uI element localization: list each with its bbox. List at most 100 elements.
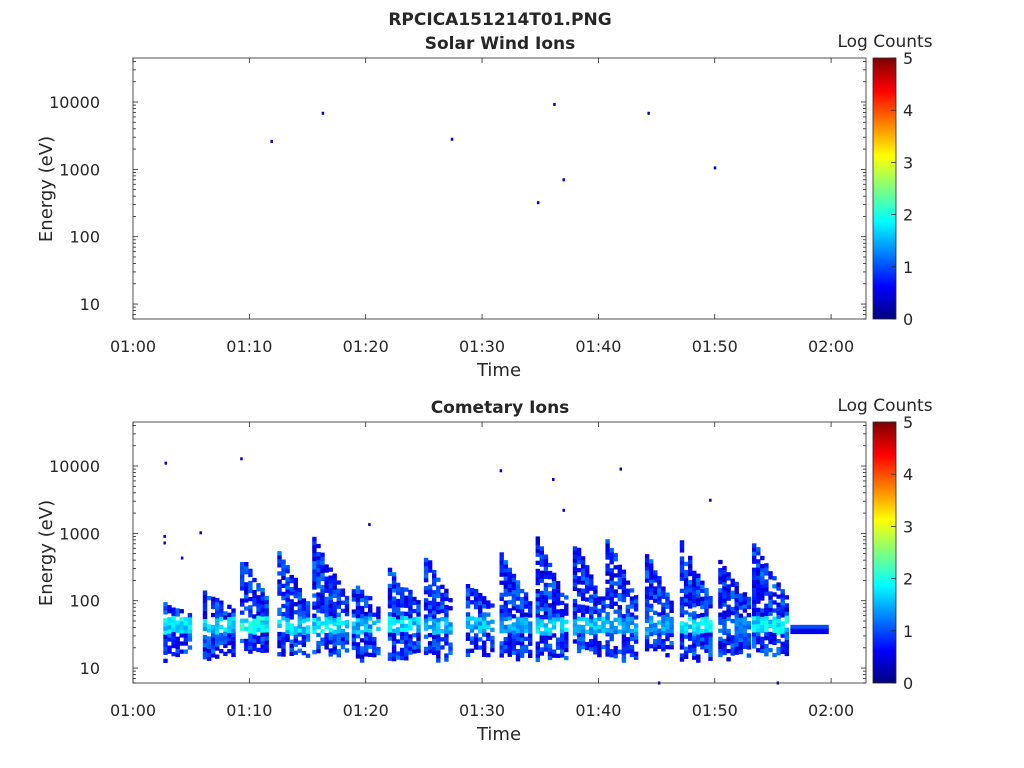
cometary-pixel xyxy=(503,592,508,597)
cometary-pixel xyxy=(297,587,302,593)
cometary-pixel xyxy=(281,583,286,588)
cometary-plot-area xyxy=(163,457,829,685)
cometary-pixel xyxy=(543,590,549,596)
cometary-pixel xyxy=(752,559,757,564)
cometary-pixel xyxy=(764,583,769,588)
cometary-pixel xyxy=(756,567,761,572)
cometary-pixel xyxy=(704,608,709,613)
cometary-pixel xyxy=(359,609,365,615)
cometary-pixel xyxy=(593,642,598,647)
cometary-pixel xyxy=(560,621,565,626)
cometary-pixel xyxy=(285,629,290,634)
cometary-pixel xyxy=(738,597,743,602)
cometary-pixel xyxy=(364,640,369,645)
cometary-pixel xyxy=(551,572,557,577)
cometary-pixel xyxy=(231,620,236,625)
cometary-pixel xyxy=(780,597,785,602)
cometary-pixel xyxy=(661,643,666,648)
cometary-pixel xyxy=(289,611,294,616)
cometary-pixel xyxy=(609,552,614,557)
solar-wind-colorbar-gradient xyxy=(872,57,897,320)
cometary-pixel xyxy=(523,616,529,621)
cometary-pixel xyxy=(478,601,483,606)
cometary-pixel xyxy=(244,562,249,567)
cometary-pixel xyxy=(408,634,413,639)
cometary-pixel xyxy=(359,597,365,603)
cometary-pixel xyxy=(312,561,317,566)
cometary-pixel xyxy=(240,638,245,644)
cometary-pixel xyxy=(593,617,598,623)
cometary-pixel xyxy=(368,644,373,649)
cometary-pixel xyxy=(281,616,286,621)
cometary-pixel xyxy=(679,576,685,581)
cometary-pixel xyxy=(324,612,329,618)
cometary-pixel xyxy=(692,578,697,584)
cometary-pixel xyxy=(320,568,325,574)
cometary-pixel xyxy=(738,637,743,643)
cometary-pixel xyxy=(312,565,317,570)
cometary-pixel xyxy=(490,639,495,645)
cometary-pixel xyxy=(408,614,413,619)
cometary-pixel xyxy=(391,600,397,605)
cometary-pixel xyxy=(351,629,357,634)
cometary-pixel xyxy=(722,626,727,631)
cometary-pixel xyxy=(704,632,709,637)
cometary-pixel xyxy=(708,652,713,657)
cometary-pixel xyxy=(528,629,533,634)
cometary-pixel xyxy=(649,571,654,576)
cometary-pixel xyxy=(742,640,748,645)
cometary-colorbar-tick-label: 4 xyxy=(903,465,913,484)
cometary-pixel xyxy=(752,624,757,629)
cometary-pixel xyxy=(535,653,540,658)
cometary-pixel xyxy=(585,581,590,586)
cometary-pixel xyxy=(657,612,662,617)
cometary-pixel xyxy=(661,602,666,607)
cometary-pixel xyxy=(256,599,261,604)
cometary-pixel xyxy=(609,600,614,605)
cometary-pixel xyxy=(764,607,769,612)
cometary-pixel xyxy=(621,622,627,627)
cometary-pixel xyxy=(683,586,689,591)
cometary-pixel xyxy=(364,652,369,657)
cometary-pixel xyxy=(328,648,333,653)
cometary-pixel xyxy=(391,604,397,609)
cometary-pixel xyxy=(359,622,365,627)
cometary-pixel xyxy=(440,600,445,606)
cometary-pixel xyxy=(219,612,224,617)
cometary-pixel xyxy=(285,621,290,626)
cometary-pixel xyxy=(683,602,689,607)
cometary-pixel xyxy=(293,594,298,599)
cometary-pixel xyxy=(344,607,350,613)
cometary-pixel xyxy=(576,551,582,557)
cometary-pixel xyxy=(183,629,188,634)
cometary-pixel xyxy=(752,551,757,556)
cometary-pixel xyxy=(564,631,569,636)
cometary-pixel xyxy=(543,635,549,640)
cometary-pixel xyxy=(368,640,373,645)
cometary-pixel xyxy=(688,563,693,569)
cometary-y-tick-label: 10000 xyxy=(49,457,100,476)
cometary-pixel xyxy=(683,577,689,583)
cometary-pixel xyxy=(465,592,471,597)
cometary-pixel xyxy=(576,592,582,597)
cometary-pixel xyxy=(760,640,765,646)
cometary-pixel xyxy=(260,588,265,593)
cometary-burst xyxy=(163,602,193,663)
cometary-pixel xyxy=(742,636,748,641)
cometary-pixel xyxy=(649,559,654,564)
cometary-pixel xyxy=(416,648,421,653)
cometary-pixel xyxy=(764,644,769,649)
cometary-pixel xyxy=(772,620,777,625)
cometary-pixel xyxy=(202,614,208,619)
cometary-pixel xyxy=(297,596,302,601)
cometary-pixel xyxy=(408,589,413,595)
cometary-pixel xyxy=(580,560,586,565)
cometary-pixel xyxy=(730,610,735,616)
cometary-pixel xyxy=(256,635,261,640)
cometary-pixel xyxy=(772,592,777,597)
cometary-pixel xyxy=(436,593,441,598)
cometary-pixel xyxy=(708,604,713,609)
cometary-pixel xyxy=(772,636,777,641)
cometary-burst xyxy=(644,554,674,658)
